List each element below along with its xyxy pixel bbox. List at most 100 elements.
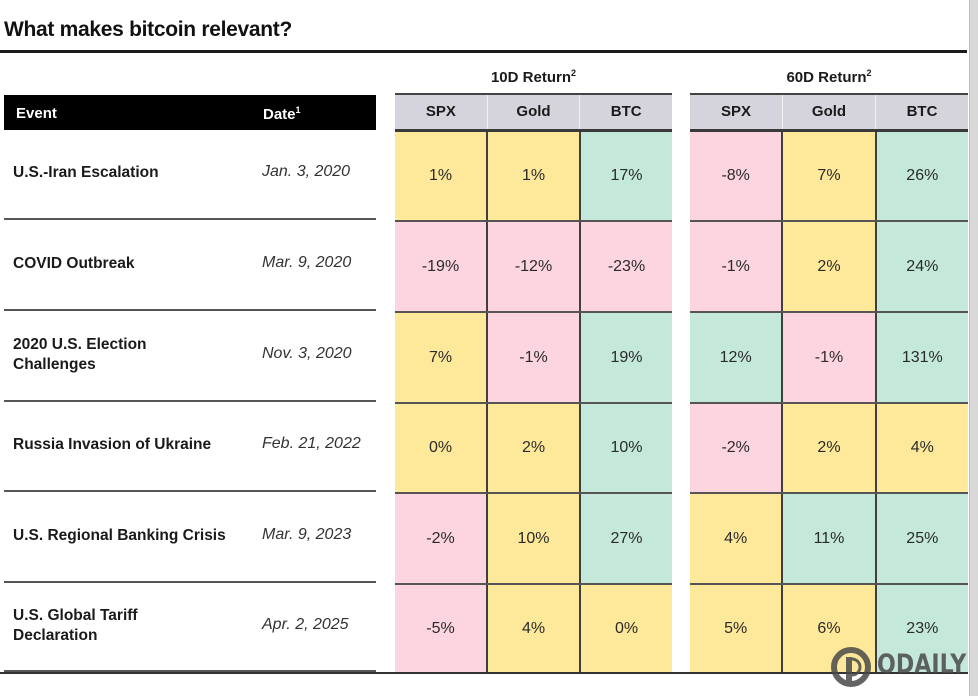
group-label-60d: 60D Return2 [690,68,968,86]
event-name: COVID Outbreak [13,254,135,272]
date-header-label: Date1 [263,105,301,123]
return-cell-gold: 2% [783,222,877,311]
event-date: Nov. 3, 2020 [262,344,352,362]
return-cell-spx: -5% [395,585,488,672]
watermark: ODAILY [831,647,969,687]
group-label-text: 10D Return [490,69,571,86]
return-cell-gold: 7% [783,132,877,220]
return-cell-btc: 25% [876,494,968,583]
return-rows: -8% 7% 26% -1% 2% 24% 12% -1% 131% -2% 2% 4% 4% 11% 25… [690,132,968,674]
event-date: Mar. 9, 2023 [262,525,352,543]
event-row: 2020 U.S. Election Challenges Nov. 3, 2020 [4,311,376,402]
return-cell-spx: -2% [690,404,784,492]
return-row: -5% 4% 0% [395,585,672,674]
return-cell-gold: -1% [783,313,877,402]
column-header-row: SPX Gold BTC [395,95,672,132]
return-cell-spx: -2% [395,494,488,583]
return-cell-spx: 5% [690,585,784,672]
footnote-marker: 1 [295,105,301,115]
return-rows: 1% 1% 17% -19% -12% -23% 7% -1% 19% 0% 2% 10% -2% 10%… [395,132,672,674]
return-cell-btc: -23% [581,222,672,311]
return-row: 12% -1% 131% [690,313,968,404]
return-cell-btc: 26% [876,132,968,220]
column-header-gold: Gold [783,95,876,129]
footnote-marker: 2 [866,68,872,78]
return-row: 1% 1% 17% [395,132,672,222]
return-cell-btc: 10% [581,404,672,492]
return-cell-gold: 2% [488,404,581,492]
return-cell-spx: 0% [395,404,488,492]
return-row: -19% -12% -23% [395,222,672,313]
column-header-row: SPX Gold BTC [690,95,968,132]
return-cell-gold: -1% [488,313,581,402]
event-date: Apr. 2, 2025 [262,615,349,633]
event-date: Feb. 21, 2022 [262,435,361,452]
table-bottom-rule [0,672,968,674]
return-cell-gold: 6% [783,585,877,672]
return-cell-gold: -12% [488,222,581,311]
return-cell-spx: -19% [395,222,488,311]
return-row: -1% 2% 24% [690,222,968,313]
return-cell-spx: 4% [690,494,784,583]
event-name-line: U.S. Global Tariff [13,606,138,624]
column-header-spx: SPX [690,95,783,129]
return-cell-btc: 23% [876,585,968,672]
event-date: Mar. 9, 2020 [262,253,352,271]
return-cell-btc: 4% [876,404,968,492]
return-row: -2% 2% 4% [690,404,968,494]
event-header-label: Event [16,105,57,122]
event-row: U.S. Regional Banking Crisis Mar. 9, 2023 [4,492,376,583]
return-cell-btc: 19% [581,313,672,402]
return-cell-gold: 1% [488,132,581,220]
title-divider [0,50,967,53]
return-row: 0% 2% 10% [395,404,672,494]
return-cell-btc: 131% [876,313,968,402]
odaily-logo-icon [831,647,871,687]
return-row: -8% 7% 26% [690,132,968,222]
event-name-line: 2020 U.S. Election [13,335,147,353]
event-name-line: Challenges [13,355,96,373]
window-edge [969,0,978,696]
column-header-btc: BTC [610,103,642,120]
return-cell-spx: 1% [395,132,488,220]
event-name: U.S. Global Tariff Declaration [13,606,138,646]
event-column-header: Event Date1 [4,95,376,130]
return-cell-btc: 27% [581,494,672,583]
column-header-gold: Gold [488,95,581,129]
event-name: U.S.-Iran Escalation [13,164,159,181]
event-row: COVID Outbreak Mar. 9, 2020 [4,220,376,311]
return-row: 7% -1% 19% [395,313,672,404]
event-name: 2020 U.S. Election Challenges [13,335,147,375]
return-cell-gold: 4% [488,585,581,672]
event-name: U.S. Regional Banking Crisis [13,526,226,544]
event-name: Russia Invasion of Ukraine [13,436,212,453]
column-header-btc: BTC [906,103,938,120]
return-cell-spx: 12% [690,313,784,402]
event-row: U.S.-Iran Escalation Jan. 3, 2020 [4,130,376,220]
group-label-text: 60D Return [786,69,867,86]
return-cell-btc: 0% [581,585,672,672]
watermark-text: ODAILY [877,649,967,680]
group-label-10d: 10D Return2 [395,68,672,86]
return-row: -2% 10% 27% [395,494,672,585]
return-cell-spx: -8% [690,132,784,220]
return-row: 4% 11% 25% [690,494,968,585]
return-table-60d: SPX Gold BTC -8% 7% 26% -1% 2% 24% 12% -1% 131% -… [690,93,968,674]
return-cell-spx: 7% [395,313,488,402]
event-date: Jan. 3, 2020 [262,163,351,180]
event-name-line: Declaration [13,626,98,644]
return-cell-gold: 11% [783,494,877,583]
date-header-text: Date [263,106,296,123]
page-title: What makes bitcoin relevant? [4,18,293,41]
return-cell-spx: -1% [690,222,784,311]
event-row: Russia Invasion of Ukraine Feb. 21, 2022 [4,402,376,492]
return-cell-gold: 2% [783,404,877,492]
footnote-marker: 2 [571,68,577,78]
return-cell-gold: 10% [488,494,581,583]
return-cell-btc: 17% [581,132,672,220]
event-row: U.S. Global Tariff Declaration Apr. 2, 202… [4,583,376,672]
return-row: 5% 6% 23% [690,585,968,674]
return-table-10d: SPX Gold BTC 1% 1% 17% -19% -12% -23% 7% -1% 19%… [395,93,672,674]
return-cell-btc: 24% [876,222,968,311]
column-header-spx: SPX [395,95,488,129]
